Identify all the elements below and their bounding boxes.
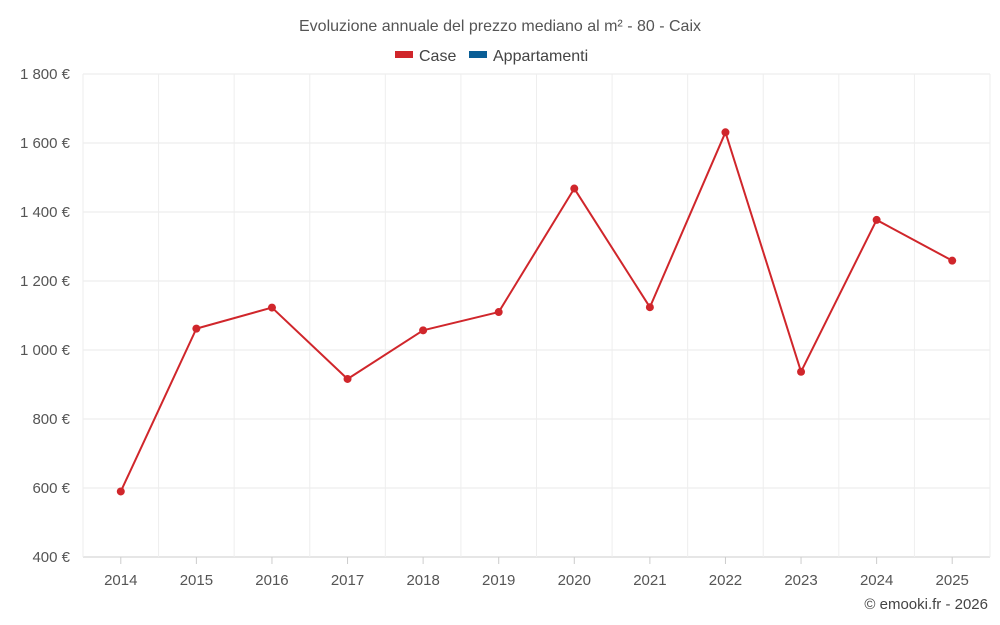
- y-tick-label: 600 €: [32, 480, 70, 497]
- data-point[interactable]: [192, 324, 201, 333]
- legend-swatch-case: [395, 51, 413, 58]
- y-tick-label: 1 200 €: [20, 273, 71, 290]
- x-tick-label: 2021: [633, 572, 666, 589]
- credit-text: © emooki.fr - 2026: [864, 596, 988, 613]
- data-point[interactable]: [116, 487, 125, 496]
- y-tick-label: 1 600 €: [20, 135, 71, 152]
- legend-swatch-appartamenti: [469, 51, 487, 58]
- x-tick-label: 2014: [104, 572, 137, 589]
- x-tick-label: 2016: [255, 572, 288, 589]
- data-point[interactable]: [267, 303, 276, 312]
- y-tick-label: 1 400 €: [20, 204, 71, 221]
- data-point[interactable]: [645, 303, 654, 312]
- x-tick-label: 2024: [860, 572, 893, 589]
- y-axis-ticks: 400 € 600 € 800 € 1 000 € 1 200 € 1 400 € 1 60…: [20, 66, 71, 566]
- legend-label-appartamenti[interactable]: Appartamenti: [493, 48, 588, 65]
- chart-title: Evoluzione annuale del prezzo mediano al…: [299, 18, 701, 35]
- grid: [82, 73, 991, 558]
- x-tick-label: 2023: [784, 572, 817, 589]
- x-tick-label: 2015: [180, 572, 213, 589]
- y-tick-label: 1 800 €: [20, 66, 71, 83]
- x-tick-label: 2019: [482, 572, 515, 589]
- legend: Case Appartamenti: [395, 48, 588, 65]
- y-tick-label: 800 €: [32, 411, 70, 428]
- data-point[interactable]: [948, 256, 957, 265]
- data-point[interactable]: [419, 326, 428, 335]
- legend-label-case[interactable]: Case: [419, 48, 456, 65]
- data-point[interactable]: [494, 308, 503, 317]
- y-tick-label: 400 €: [32, 549, 70, 566]
- data-point[interactable]: [721, 128, 730, 137]
- x-tick-label: 2018: [406, 572, 439, 589]
- x-tick-label: 2025: [936, 572, 969, 589]
- series-case: [116, 128, 957, 496]
- y-tick-label: 1 000 €: [20, 342, 71, 359]
- x-tick-label: 2022: [709, 572, 742, 589]
- data-point[interactable]: [872, 215, 881, 224]
- data-point[interactable]: [797, 367, 806, 376]
- x-tick-label: 2020: [558, 572, 591, 589]
- x-tick-label: 2017: [331, 572, 364, 589]
- data-point[interactable]: [570, 184, 579, 193]
- data-point[interactable]: [343, 374, 352, 383]
- x-axis-ticks: 2014 2015 2016 2017 2018 2019 2020 2021 2022 2023…: [104, 557, 969, 589]
- series-line-case: [119, 131, 953, 492]
